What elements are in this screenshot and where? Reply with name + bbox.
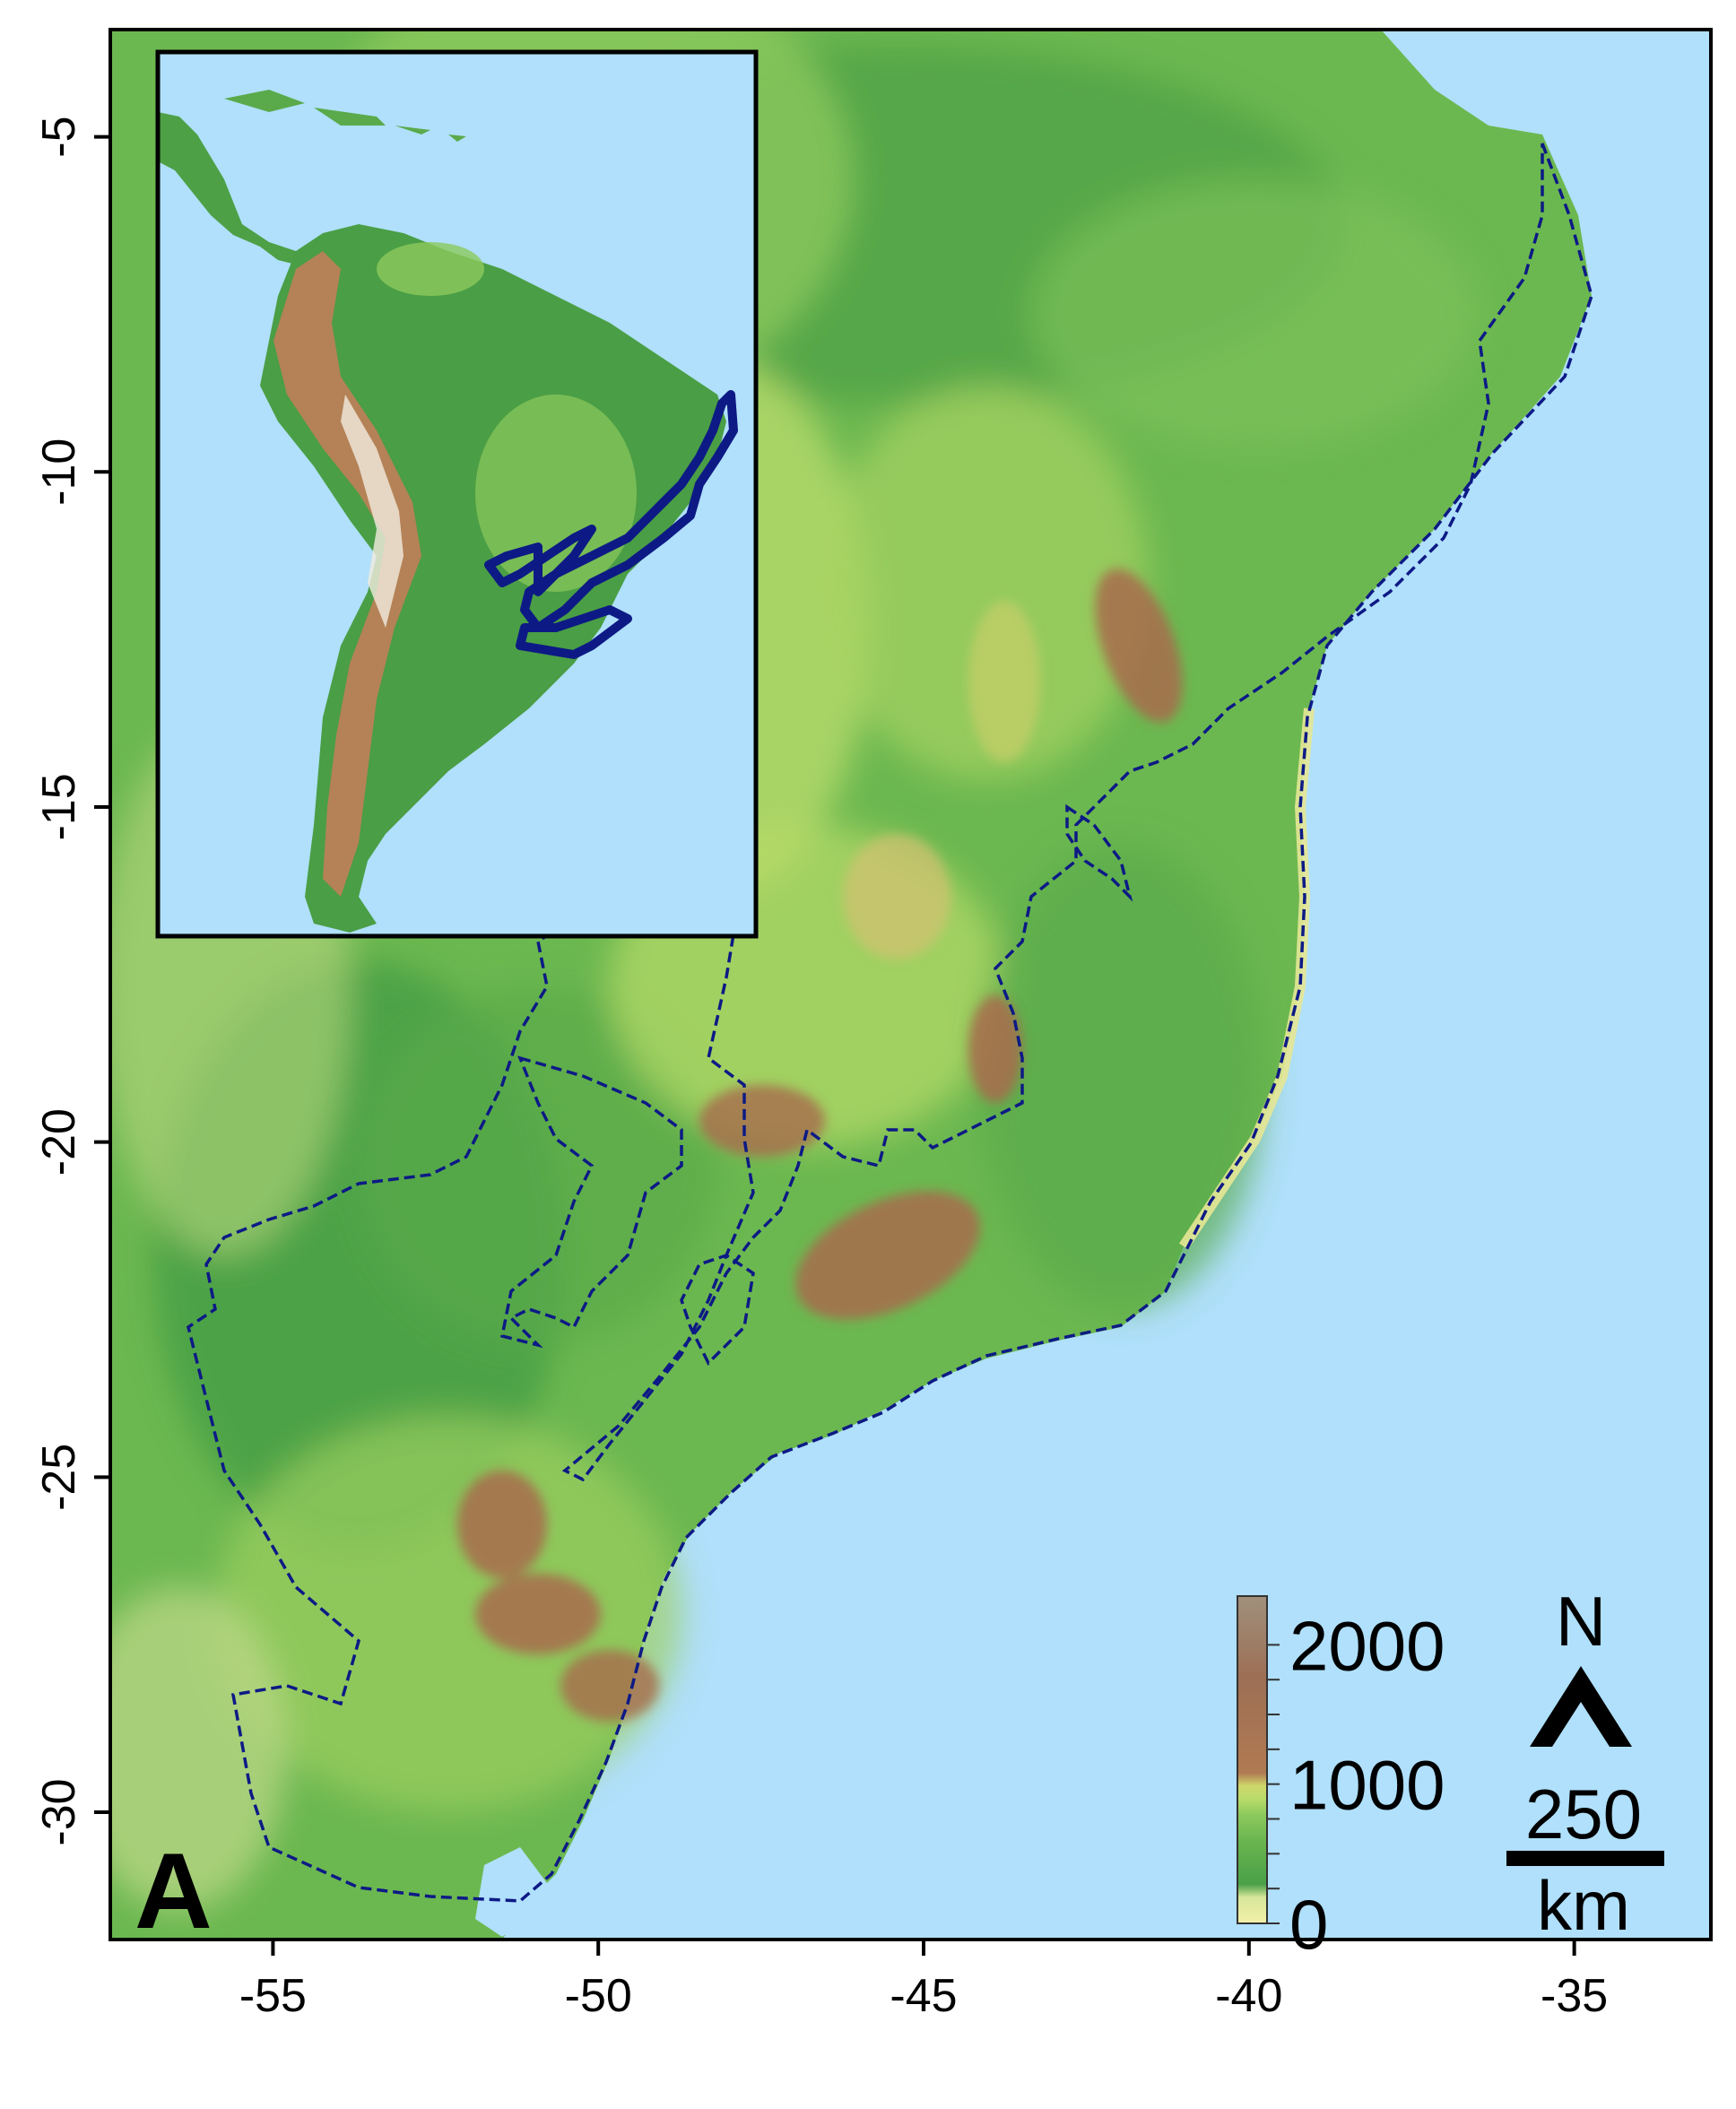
inset-study-area bbox=[484, 390, 738, 659]
x-tick-label: -35 bbox=[1541, 1970, 1608, 2022]
scale-bar-unit: km bbox=[1537, 1866, 1630, 1945]
y-tick-label: -30 bbox=[33, 1778, 85, 1845]
caribbean-islands bbox=[224, 90, 466, 142]
atlantic-forest-boundary bbox=[187, 143, 1593, 1903]
x-tick-label: -45 bbox=[890, 1970, 957, 2022]
elevation-colorbar bbox=[1237, 1595, 1268, 1924]
andes-ridge bbox=[273, 251, 421, 897]
x-tick-label: -50 bbox=[565, 1970, 632, 2022]
x-tick-label: -40 bbox=[1215, 1970, 1282, 2022]
boundary-segment-2 bbox=[1065, 803, 1133, 902]
lagoon bbox=[475, 1847, 547, 1937]
north-arrow-icon bbox=[1530, 1666, 1632, 1747]
y-tick-label: -20 bbox=[33, 1108, 85, 1176]
andes-peaks bbox=[341, 395, 404, 628]
elevation-legend-ticks: 2000 1000 0 bbox=[1267, 1606, 1445, 1964]
inset-map bbox=[158, 52, 756, 936]
y-tick-label: -10 bbox=[33, 438, 85, 506]
scale-bar: 250 km bbox=[1506, 1775, 1664, 1945]
inset-frame bbox=[155, 49, 759, 939]
main-map-frame bbox=[108, 28, 1713, 1941]
scale-bar-value: 250 bbox=[1525, 1775, 1642, 1853]
legend-tick-label: 1000 bbox=[1289, 1746, 1445, 1825]
guiana-highlands bbox=[377, 242, 484, 296]
x-axis: -55 -50 -45 -40 -35 bbox=[239, 1940, 1608, 2022]
y-axis: -5 -10 -15 -20 -25 -30 bbox=[33, 116, 110, 1846]
legend-tick-label: 0 bbox=[1289, 1885, 1328, 1964]
y-tick-label: -15 bbox=[33, 773, 85, 840]
brazilian-highlands bbox=[475, 395, 637, 592]
x-tick-label: -55 bbox=[239, 1970, 307, 2022]
boundary-inner-loop bbox=[499, 1055, 683, 1349]
highland-patches bbox=[457, 568, 1183, 1722]
panel-label: A bbox=[135, 1831, 213, 1951]
elevation-legend: 2000 1000 0 bbox=[1237, 1595, 1445, 1964]
central-america bbox=[158, 112, 296, 265]
y-tick-label: -5 bbox=[33, 116, 85, 157]
boundary-segment bbox=[680, 1254, 755, 1366]
main-map bbox=[110, 30, 1711, 1940]
scale-bar-line bbox=[1506, 1851, 1664, 1866]
y-tick-label: -25 bbox=[33, 1444, 85, 1511]
legend-tick-label: 2000 bbox=[1289, 1606, 1445, 1685]
north-arrow: N bbox=[1530, 1582, 1632, 1747]
north-label: N bbox=[1556, 1582, 1606, 1661]
